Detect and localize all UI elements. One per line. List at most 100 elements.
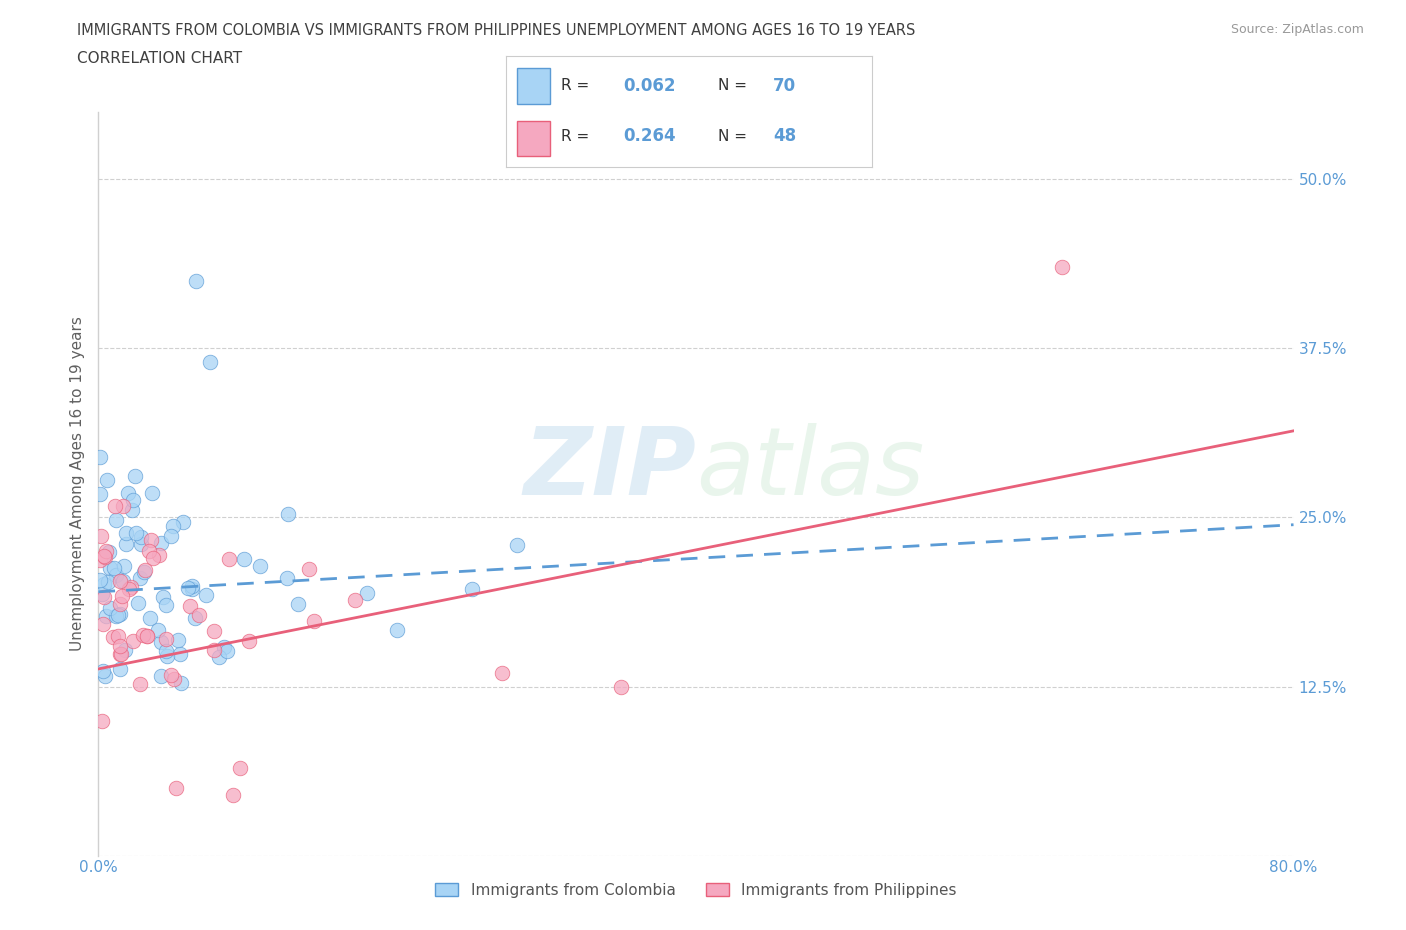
Point	[506, 538, 529, 552]
Point	[98, 601, 121, 616]
Text: 70: 70	[773, 77, 796, 95]
Point	[141, 485, 163, 500]
Point	[155, 631, 177, 646]
Point	[1050, 259, 1073, 274]
Text: R =: R =	[561, 78, 595, 93]
Point	[103, 561, 125, 576]
Point	[152, 590, 174, 604]
Point	[129, 537, 152, 551]
FancyBboxPatch shape	[517, 121, 550, 156]
Point	[148, 623, 170, 638]
Point	[169, 646, 191, 661]
Point	[385, 623, 409, 638]
Point	[177, 580, 200, 595]
Point	[156, 648, 179, 663]
Point	[107, 607, 129, 622]
Point	[108, 661, 131, 676]
Point	[110, 573, 132, 588]
Y-axis label: Unemployment Among Ages 16 to 19 years: Unemployment Among Ages 16 to 19 years	[69, 316, 84, 651]
Text: 0.264: 0.264	[623, 127, 676, 145]
Point	[150, 669, 173, 684]
Point	[93, 590, 115, 604]
Point	[134, 563, 156, 578]
Point	[132, 565, 155, 579]
Point	[108, 596, 131, 611]
Point	[93, 577, 115, 591]
Point	[121, 503, 143, 518]
Point	[122, 492, 145, 507]
Point	[108, 639, 131, 654]
Point	[112, 558, 135, 573]
Point	[118, 581, 141, 596]
Point	[302, 613, 325, 628]
Point	[356, 585, 378, 600]
Point	[461, 582, 484, 597]
Point	[610, 679, 633, 694]
Point	[128, 571, 150, 586]
Point	[149, 535, 172, 550]
Point	[184, 273, 207, 288]
Point	[94, 543, 117, 558]
Point	[91, 713, 114, 728]
Text: 0.062: 0.062	[623, 77, 676, 95]
Point	[111, 498, 134, 513]
Point	[94, 669, 117, 684]
Point	[187, 607, 209, 622]
Point	[181, 578, 204, 593]
Point	[207, 650, 229, 665]
Point	[110, 606, 132, 621]
Point	[104, 498, 127, 513]
Point	[89, 552, 111, 567]
Point	[287, 597, 309, 612]
Point	[111, 574, 134, 589]
Point	[218, 551, 240, 566]
Point	[89, 449, 111, 464]
Point	[93, 550, 115, 565]
Point	[129, 530, 152, 545]
Point	[98, 545, 121, 560]
Text: N =: N =	[718, 128, 752, 143]
Point	[155, 644, 177, 658]
Point	[277, 506, 299, 521]
Point	[229, 760, 252, 775]
Text: atlas: atlas	[696, 423, 924, 514]
Point	[167, 633, 190, 648]
Text: IMMIGRANTS FROM COLOMBIA VS IMMIGRANTS FROM PHILIPPINES UNEMPLOYMENT AMONG AGES : IMMIGRANTS FROM COLOMBIA VS IMMIGRANTS F…	[77, 23, 915, 38]
Point	[170, 675, 193, 690]
Point	[162, 519, 184, 534]
Point	[111, 589, 134, 604]
Point	[105, 512, 128, 527]
Text: 48: 48	[773, 127, 796, 145]
Point	[104, 568, 127, 583]
Point	[124, 469, 146, 484]
Point	[90, 529, 112, 544]
Text: N =: N =	[718, 78, 752, 93]
Point	[98, 561, 121, 576]
Point	[179, 598, 201, 613]
Point	[232, 551, 254, 566]
Point	[136, 629, 159, 644]
Point	[139, 611, 162, 626]
Point	[159, 667, 181, 682]
Point	[127, 595, 149, 610]
Point	[97, 574, 120, 589]
Point	[142, 551, 165, 565]
Point	[343, 592, 366, 607]
Point	[89, 486, 111, 501]
Point	[238, 633, 260, 648]
Point	[110, 646, 132, 661]
FancyBboxPatch shape	[517, 68, 550, 104]
Point	[491, 666, 513, 681]
Point	[212, 639, 235, 654]
Point	[91, 664, 114, 679]
Point	[160, 528, 183, 543]
Point	[155, 598, 177, 613]
Point	[200, 354, 222, 369]
Text: Source: ZipAtlas.com: Source: ZipAtlas.com	[1230, 23, 1364, 36]
Point	[139, 533, 162, 548]
Point	[163, 671, 186, 686]
Point	[115, 525, 138, 540]
Point	[91, 587, 114, 602]
Point	[222, 788, 245, 803]
Point	[217, 644, 239, 658]
